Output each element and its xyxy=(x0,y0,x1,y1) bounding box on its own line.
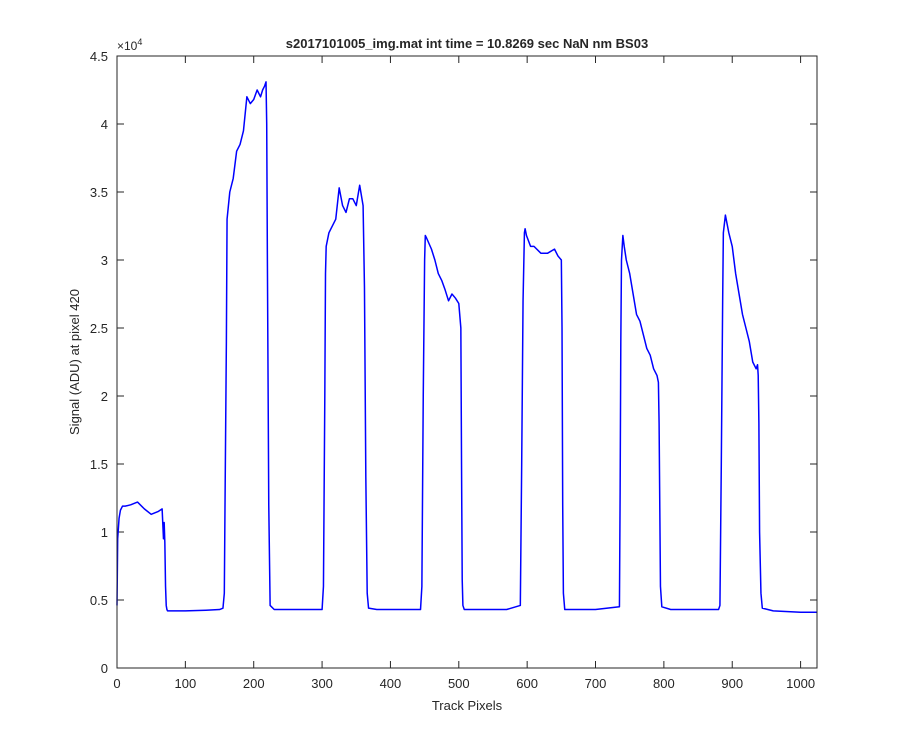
y-axis-label: Signal (ADU) at pixel 420 xyxy=(67,289,82,435)
y-tick-label: 1.5 xyxy=(90,457,108,472)
x-tick-label: 0 xyxy=(113,676,120,691)
y-tick-label: 0 xyxy=(101,661,108,676)
y-tick-label: 4 xyxy=(101,117,108,132)
series-line xyxy=(116,81,817,613)
chart-title: s2017101005_img.mat int time = 10.8269 s… xyxy=(286,36,648,51)
y-tick-label: 1 xyxy=(101,525,108,540)
x-tick-label: 500 xyxy=(448,676,470,691)
y-tick-label: 0.5 xyxy=(90,593,108,608)
y-tick-label: 3.5 xyxy=(90,185,108,200)
y-exponent-base: ×10 xyxy=(117,39,138,53)
x-axis-label: Track Pixels xyxy=(432,698,503,713)
y-tick-label: 4.5 xyxy=(90,49,108,64)
y-tick-label: 2.5 xyxy=(90,321,108,336)
x-tick-label: 600 xyxy=(516,676,538,691)
axis-ticks: 0 100 200 300 400 500 600 700 800 900 1000 0 0.5 1 1.5… xyxy=(90,49,817,691)
x-tick-label: 100 xyxy=(175,676,197,691)
y-exponent-power: 4 xyxy=(137,37,142,47)
y-tick-label: 2 xyxy=(101,389,108,404)
data-series xyxy=(116,81,817,613)
plot-background xyxy=(117,56,817,668)
y-tick-label: 3 xyxy=(101,253,108,268)
x-tick-label: 700 xyxy=(585,676,607,691)
plot-frame xyxy=(116,55,818,669)
x-tick-label: 800 xyxy=(653,676,675,691)
x-tick-label: 400 xyxy=(380,676,402,691)
x-tick-label: 1000 xyxy=(786,676,815,691)
x-tick-label: 900 xyxy=(721,676,743,691)
x-tick-label: 300 xyxy=(311,676,333,691)
y-exponent-label: ×104 xyxy=(117,37,142,53)
x-tick-label: 200 xyxy=(243,676,265,691)
